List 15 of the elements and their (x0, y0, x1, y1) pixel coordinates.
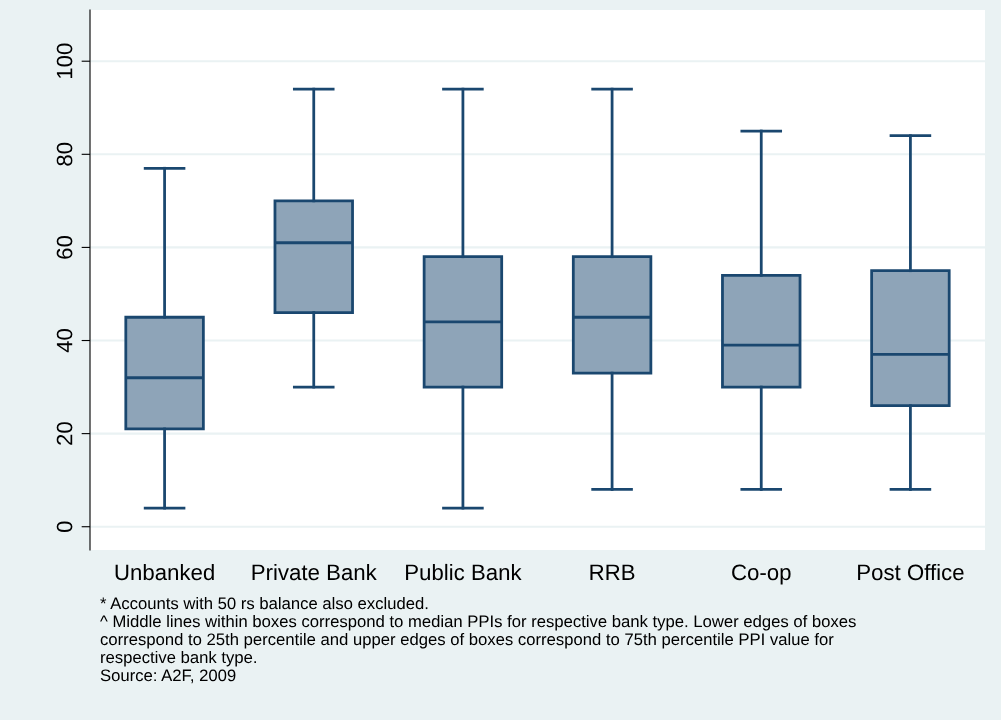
y-tick-label: 80 (56, 142, 73, 166)
y-tick-label: 40 (56, 329, 73, 353)
x-tick-label: Private Bank (252, 563, 377, 581)
x-tick-label: Unbanked (115, 563, 214, 581)
x-tick-label: RRB (590, 564, 635, 580)
x-tick-label: Post Office (858, 563, 964, 581)
y-tick-label: 0 (56, 521, 73, 533)
y-tick-label: 100 (56, 43, 73, 79)
text: ^ Middle lines within boxes correspond to median PPIs for respective bank type. Lower edges of boxes correspond to 25th percentile and upper edges of boxes correspond to 75th percentile PPI value for respective bank type. (100, 615, 856, 667)
y-tick-label: 20 (56, 422, 73, 445)
y-tick-label: 60 (56, 235, 73, 259)
source-note: Source: A2F, 2009 (100, 669, 236, 684)
x-tick-label: Co-op (732, 564, 791, 585)
text: * Accounts with 50 rs balance also excluded. (100, 597, 428, 610)
x-tick-label: Public Bank (406, 563, 522, 581)
